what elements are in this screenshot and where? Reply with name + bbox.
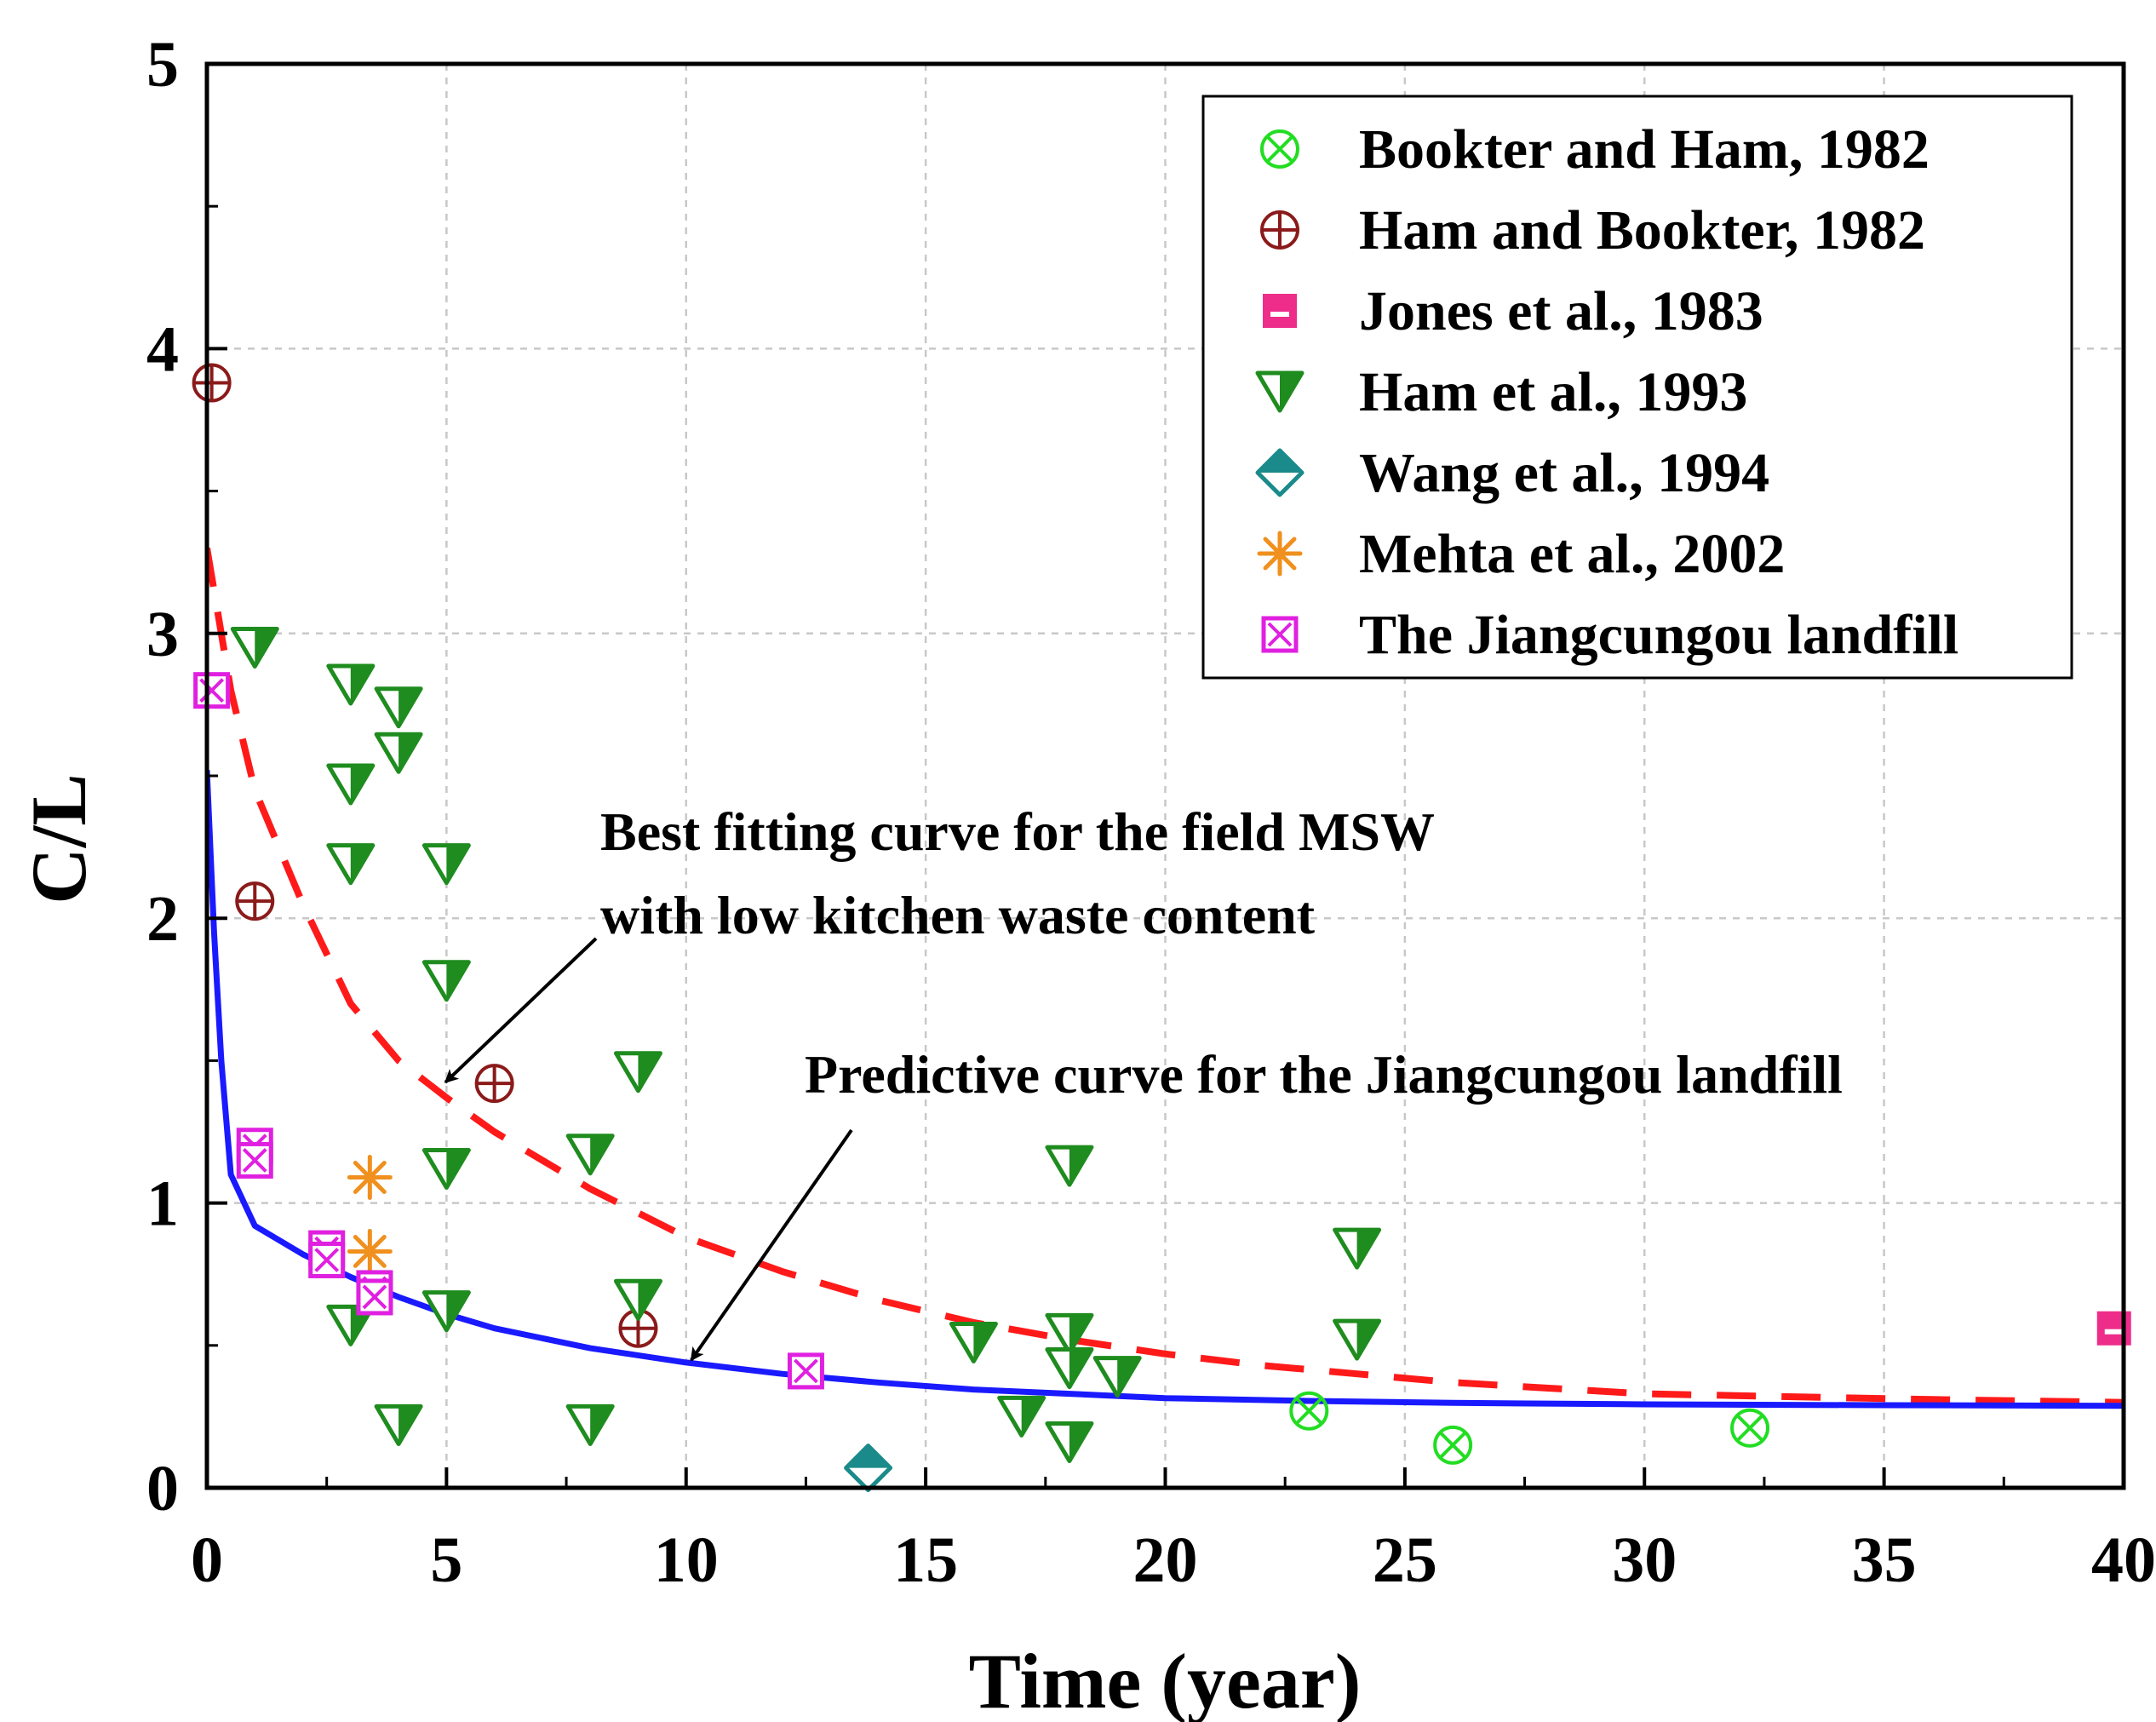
- data-point: [374, 732, 423, 774]
- legend-marker: [1263, 294, 1297, 328]
- legend-label: Jones et al., 1983: [1359, 280, 1763, 342]
- legend-label: The Jiangcungou landfill: [1359, 604, 1958, 666]
- data-point: [949, 1321, 998, 1363]
- x-tick-label: 5: [430, 1524, 462, 1596]
- data-point: [1289, 1391, 1329, 1431]
- data-point: [565, 1134, 615, 1176]
- legend-label: Ham and Bookter, 1982: [1359, 199, 1925, 261]
- legend-item: Ham et al., 1993: [1255, 361, 1747, 423]
- y-tick-label: 3: [146, 599, 179, 670]
- data-point: [787, 1352, 824, 1390]
- x-tick-label: 0: [191, 1524, 223, 1596]
- y-tick-label: 1: [146, 1168, 179, 1240]
- y-tick-label: 5: [146, 29, 179, 100]
- legend-item: Mehta et al., 2002: [1257, 523, 1785, 585]
- legend-label: Ham et al., 1993: [1359, 361, 1747, 423]
- data-point: [1333, 1318, 1382, 1361]
- data-point: [326, 1304, 376, 1346]
- legend-marker: [1255, 448, 1304, 497]
- legend-item: Bookter and Ham, 1982: [1260, 118, 1930, 181]
- data-point: [326, 663, 376, 706]
- data-point: [374, 686, 423, 729]
- data-point: [326, 763, 376, 806]
- data-point: [1045, 1312, 1094, 1355]
- data-point: [421, 1147, 471, 1190]
- data-point: [347, 1155, 393, 1201]
- annotation-predictive: Predictive curve for the Jiangcungou lan…: [805, 1044, 1843, 1105]
- legend-item: Wang et al., 1994: [1255, 442, 1769, 504]
- legend-marker: [1260, 210, 1299, 250]
- x-tick-label: 35: [1852, 1524, 1917, 1596]
- legend: Bookter and Ham, 1982 Ham and Bookter, 19…: [1201, 95, 2073, 680]
- legend-marker: [1255, 370, 1304, 413]
- legend-marker: [1261, 616, 1299, 653]
- legend-item: Jones et al., 1983: [1263, 280, 1763, 342]
- legend-label: Bookter and Ham, 1982: [1359, 118, 1930, 181]
- annotation-best-fit: Best fitting curve for the field MSW with…: [600, 801, 1435, 945]
- legend-marker: [1260, 129, 1299, 169]
- data-point: [421, 960, 471, 1002]
- data-point: [1045, 1421, 1094, 1463]
- data-point: [308, 1241, 346, 1278]
- legend-label: Wang et al., 1994: [1359, 442, 1769, 504]
- data-point: [565, 1403, 615, 1446]
- axis-ticks: [205, 62, 2125, 1490]
- data-point: [1045, 1347, 1094, 1390]
- data-point: [230, 627, 279, 669]
- curves: [207, 547, 2124, 1409]
- data-point: [1045, 1145, 1094, 1187]
- data-point: [2096, 1311, 2131, 1346]
- legend-box: [1201, 95, 2073, 680]
- annotations: Best fitting curve for the field MSW with…: [444, 801, 1843, 1362]
- x-tick-label: 30: [1612, 1524, 1677, 1596]
- legend-label: Mehta et al., 2002: [1359, 523, 1785, 585]
- data-point: [844, 1444, 893, 1493]
- y-tick-label: 2: [146, 883, 179, 955]
- y-tick-label: 0: [146, 1453, 179, 1524]
- legend-item: The Jiangcungou landfill: [1261, 604, 1958, 666]
- x-tick-label: 20: [1133, 1524, 1198, 1596]
- data-point: [474, 1064, 514, 1104]
- data-point: [613, 1278, 662, 1321]
- data-point: [421, 843, 471, 886]
- predictive-curve: [207, 770, 2124, 1409]
- data-point: [1433, 1425, 1473, 1465]
- annotation-arrow-predictive: [690, 1128, 853, 1362]
- legend-marker: [1257, 531, 1303, 577]
- annotation-arrow-best-fit: [444, 937, 598, 1084]
- data-point: [326, 843, 376, 886]
- x-tick-label: 40: [2091, 1524, 2156, 1596]
- data-point: [236, 1141, 273, 1179]
- data-point: [997, 1395, 1046, 1438]
- data-points: [192, 363, 2131, 1493]
- x-tick-label: 10: [654, 1524, 719, 1596]
- legend-item: Ham and Bookter, 1982: [1260, 199, 1925, 261]
- data-point: [192, 363, 232, 403]
- data-point: [235, 881, 275, 921]
- y-tick-label: 4: [146, 313, 179, 385]
- data-point: [374, 1403, 423, 1446]
- tick-labels: 0 5 10 15 20 25 30 35 40 0 1 2 3 4 5: [146, 29, 2156, 1596]
- data-point: [193, 672, 231, 709]
- x-tick-label: 25: [1373, 1524, 1437, 1596]
- data-point: [613, 1051, 662, 1093]
- y-axis-title: C/L: [15, 773, 102, 904]
- x-axis-title: Time (year): [969, 1638, 1362, 1722]
- data-point: [1333, 1227, 1382, 1270]
- data-point: [1092, 1356, 1142, 1398]
- data-point: [356, 1278, 393, 1316]
- data-point: [421, 1290, 471, 1333]
- data-point: [1730, 1408, 1770, 1448]
- x-tick-label: 15: [893, 1524, 958, 1596]
- data-point: [347, 1228, 393, 1274]
